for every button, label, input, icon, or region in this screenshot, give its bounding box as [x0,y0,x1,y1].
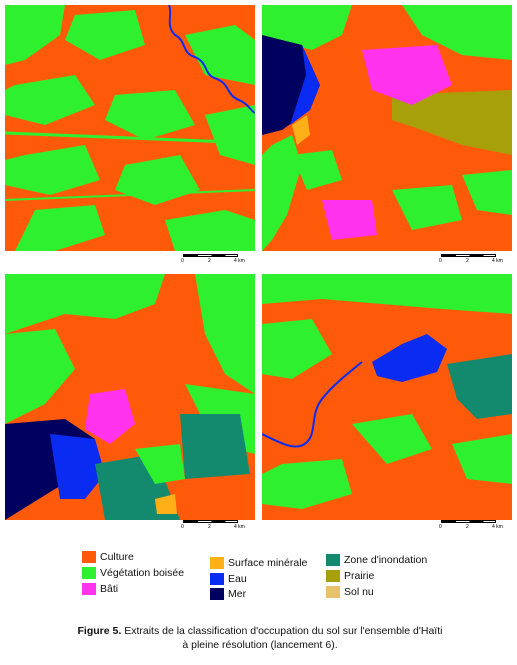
map-extract-1 [5,5,255,251]
legend-item-eau: Eau [210,572,247,586]
legend-swatch [326,570,340,582]
legend-swatch [82,551,96,563]
legend-item-surface-minerale: Surface minérale [210,556,307,570]
legend-label: Prairie [344,570,375,582]
scale-tick: 0 [439,524,442,530]
caption-line-1: Figure 5. Extraits de la classification … [40,624,480,638]
legend-label: Culture [100,551,134,563]
legend-item-mer: Mer [210,587,246,601]
map-extract-3 [5,274,255,520]
legend-item-bati: Bâti [82,582,118,596]
legend-item-zone-inondation: Zone d'inondation [326,553,427,567]
legend-swatch [82,583,96,595]
scale-tick: 2 [208,258,211,264]
legend-label: Eau [228,573,247,585]
scale-bar-ruler [441,520,496,523]
legend-item-vegetation-boisee: Végétation boisée [82,566,184,580]
legend-label: Sol nu [344,586,374,598]
scale-bar-2: 0 2 4 km [438,253,517,267]
map-extract-4 [262,274,512,520]
scale-tick: 0 [181,524,184,530]
legend-item-sol-nu: Sol nu [326,585,374,599]
legend-item-prairie: Prairie [326,569,374,583]
legend-swatch [210,588,224,600]
scale-bar-ruler [183,520,238,523]
figure-caption: Figure 5. Extraits de la classification … [40,624,480,652]
scale-tick: 0 [181,258,184,264]
scale-tick: 2 [466,524,469,530]
legend-swatch [326,586,340,598]
scale-tick: 4 km [234,258,245,264]
legend-item-culture: Culture [82,550,134,564]
map-extract-2 [262,5,512,251]
scale-bar-ruler [441,254,496,257]
legend-label: Surface minérale [228,557,308,569]
legend-swatch [210,557,224,569]
caption-text-1: Extraits de la classification d'occupati… [121,625,443,637]
scale-bar-4: 0 2 4 km [438,519,517,533]
scale-tick: 4 km [234,524,245,530]
legend-swatch [82,567,96,579]
legend-swatch [326,554,340,566]
caption-figure-number: Figure 5. [77,625,122,637]
caption-line-2: à pleine résolution (lancement 6). [182,639,338,651]
legend-swatch [210,573,224,585]
scale-bar-3: 0 2 4 km [180,519,260,533]
scale-bar-1: 0 2 4 km [180,253,260,267]
scale-tick: 2 [466,258,469,264]
legend-label: Bâti [100,583,119,595]
scale-bar-ruler [183,254,238,257]
scale-tick: 4 km [492,524,503,530]
legend-label: Végétation boisée [100,567,185,579]
legend-label: Zone d'inondation [344,554,428,566]
scale-tick: 4 km [492,258,503,264]
scale-tick: 2 [208,524,211,530]
legend-label: Mer [228,588,247,600]
scale-tick: 0 [439,258,442,264]
